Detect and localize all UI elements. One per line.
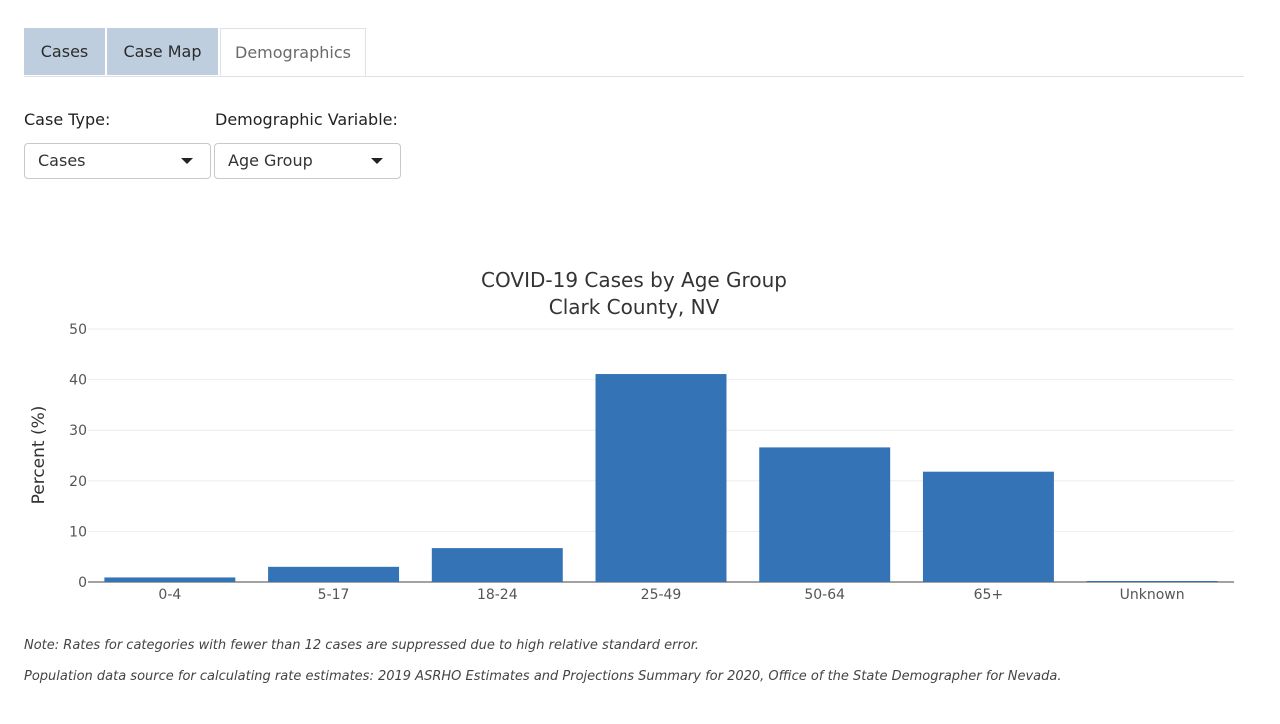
y-tick-label: 50 bbox=[69, 322, 87, 338]
note-population-source: Population data source for calculating r… bbox=[24, 669, 1062, 684]
case-type-select[interactable]: Cases bbox=[24, 143, 211, 179]
tab-demographics[interactable]: Demographics bbox=[220, 28, 366, 76]
chart-subtitle: Clark County, NV bbox=[549, 295, 720, 319]
bar-unknown[interactable] bbox=[1086, 580, 1218, 582]
chevron-down-icon bbox=[371, 158, 383, 164]
demographic-variable-select[interactable]: Age Group bbox=[214, 143, 401, 179]
x-tick-label: 0-4 bbox=[158, 587, 181, 603]
y-tick-label: 10 bbox=[69, 524, 87, 540]
tab-bar: Cases Case Map Demographics bbox=[24, 28, 1244, 77]
y-tick-label: 20 bbox=[69, 474, 87, 490]
x-tick-label: 25-49 bbox=[641, 587, 682, 603]
bar-50-64[interactable] bbox=[759, 447, 891, 582]
demographic-variable-label: Demographic Variable: bbox=[215, 110, 398, 129]
x-tick-label: 65+ bbox=[974, 587, 1004, 603]
bar-18-24[interactable] bbox=[431, 548, 563, 582]
x-tick-label: 5-17 bbox=[318, 587, 350, 603]
bar-65+[interactable] bbox=[922, 471, 1054, 582]
x-tick-label: Unknown bbox=[1120, 587, 1185, 603]
bar-0-4[interactable] bbox=[104, 577, 236, 582]
tab-cases[interactable]: Cases bbox=[24, 28, 105, 75]
chart-title: COVID-19 Cases by Age Group bbox=[481, 268, 787, 292]
case-type-value: Cases bbox=[38, 151, 86, 170]
bar-5-17[interactable] bbox=[268, 566, 400, 582]
x-tick-label: 18-24 bbox=[477, 587, 518, 603]
note-suppression: Note: Rates for categories with fewer th… bbox=[24, 638, 700, 653]
tab-case-map[interactable]: Case Map bbox=[107, 28, 218, 75]
chevron-down-icon bbox=[181, 158, 193, 164]
y-tick-label: 30 bbox=[69, 423, 87, 439]
y-tick-label: 40 bbox=[69, 373, 87, 389]
demographic-variable-value: Age Group bbox=[228, 151, 313, 170]
bar-25-49[interactable] bbox=[595, 374, 727, 582]
y-tick-label: 0 bbox=[78, 575, 87, 591]
case-type-label: Case Type: bbox=[24, 110, 111, 129]
y-axis-label: Percent (%) bbox=[29, 406, 49, 505]
x-tick-label: 50-64 bbox=[804, 587, 845, 603]
bar-chart: COVID-19 Cases by Age Group Clark County… bbox=[29, 268, 1234, 603]
